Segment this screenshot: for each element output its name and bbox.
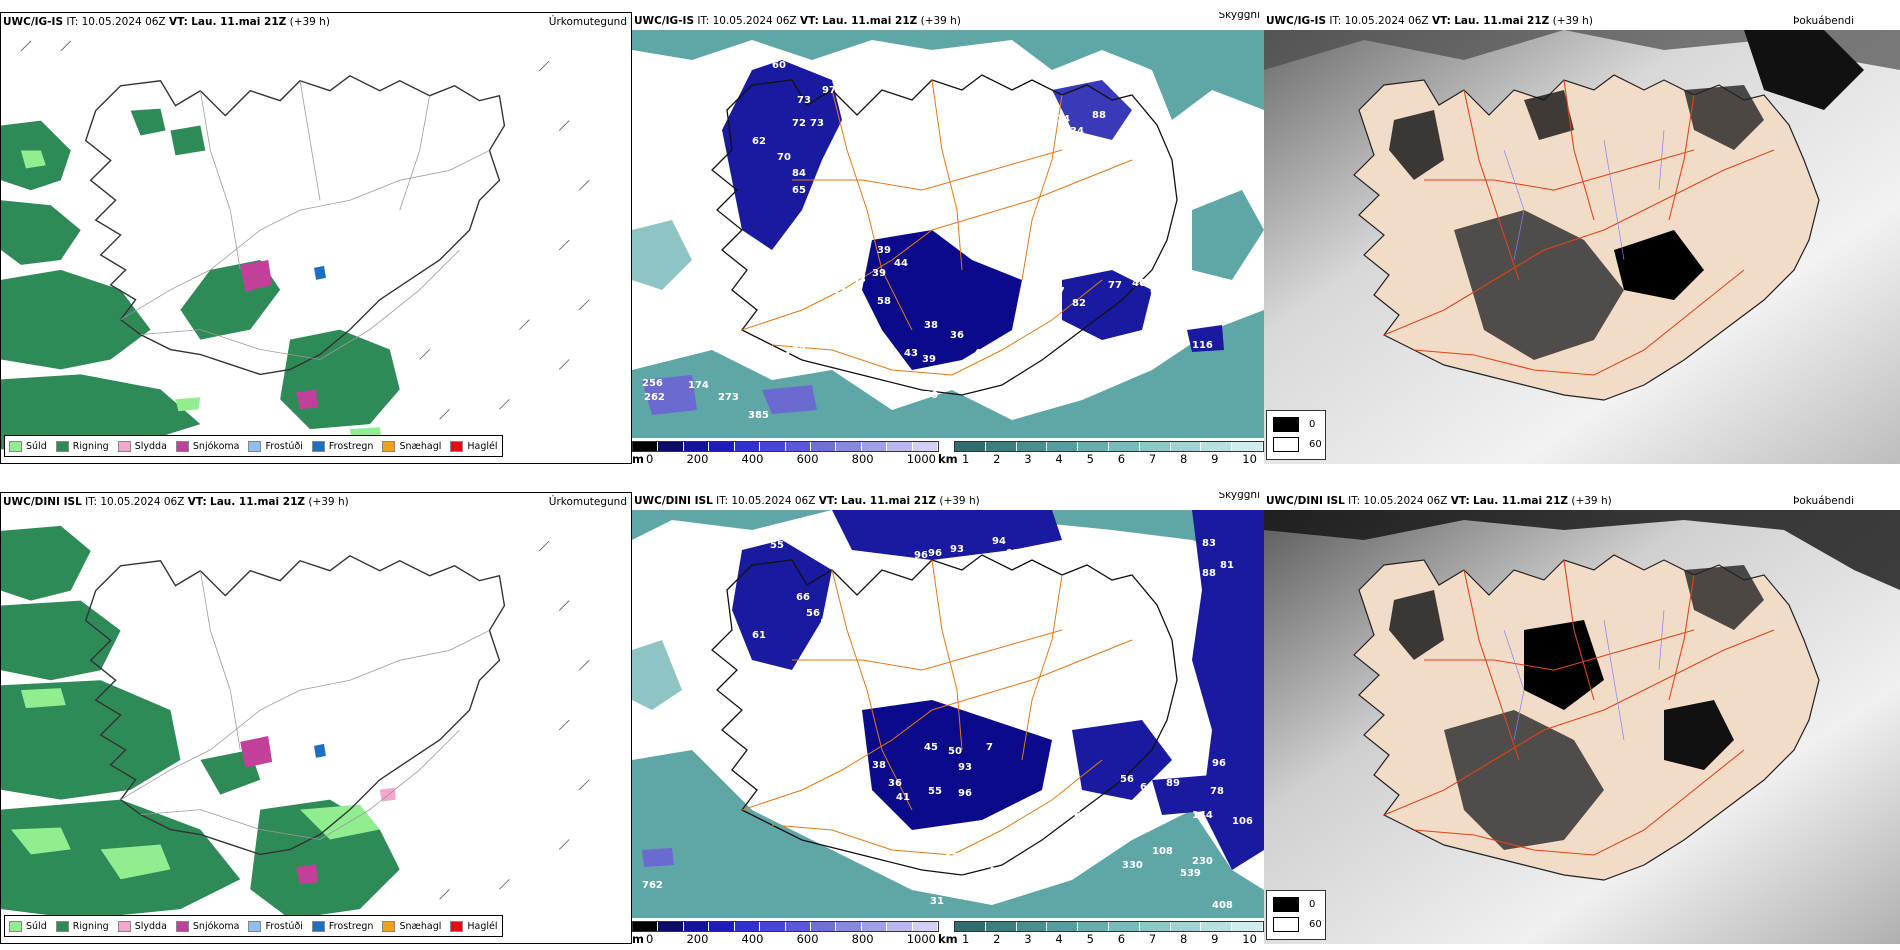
- legend-item: Rigning: [55, 440, 109, 452]
- legend-item: Slydda: [117, 440, 167, 452]
- panel-top-middle-visibility: UWC/IG-IS IT: 10.05.2024 06Z VT: Lau. 11…: [632, 12, 1264, 464]
- product-label: Þokuábendi: [1793, 495, 1854, 507]
- roads-red: [1383, 79, 1775, 376]
- legend-item: Frostúði: [248, 920, 303, 932]
- legend-item: Súld: [9, 440, 47, 452]
- panel-bottom-right-fog: UWC/DINI ISL IT: 10.05.2024 06Z VT: Lau.…: [1264, 492, 1900, 944]
- m-unit: m: [632, 452, 644, 464]
- legend-item: Rigning: [55, 920, 109, 932]
- precip-type-legend: Súld Rigning Slydda Snjókoma Frostúði Fr…: [4, 435, 503, 457]
- panel-bottom-middle-visibility: UWC/DINI ISL IT: 10.05.2024 06Z VT: Lau.…: [632, 492, 1264, 944]
- km-unit: km: [938, 932, 958, 944]
- legend-item: Snæhagl: [382, 920, 441, 932]
- roads: [120, 80, 490, 360]
- km-unit: km: [938, 452, 958, 464]
- panel-header: UWC/IG-IS IT: 10.05.2024 06Z VT: Lau. 11…: [634, 15, 961, 27]
- legend-item: Frostregn: [311, 440, 373, 452]
- m-unit: m: [632, 932, 644, 944]
- visibility-map: [632, 30, 1264, 438]
- visibility-map: [632, 510, 1264, 918]
- product-label: Úrkomutegund: [548, 16, 627, 28]
- legend-item: Frostúði: [248, 440, 303, 452]
- fog-map: [1264, 30, 1900, 464]
- visibility-legend: m 0 200 400 600 800 1000 km 1 2 3 4 5 6 7 8 9 10: [632, 438, 1264, 464]
- panel-header: UWC/IG-IS IT: 10.05.2024 06Z VT: Lau. 11…: [1266, 15, 1593, 27]
- fog-map: [1264, 510, 1900, 944]
- visibility-legend: m 0 200 400 600 800 1000 km 1 2 3 4 5 6 7 8 9 10: [632, 918, 1264, 944]
- legend-item: Slydda: [117, 920, 167, 932]
- panel-header: UWC/DINI ISL IT: 10.05.2024 06Z VT: Lau.…: [3, 496, 349, 508]
- precip-type-map: [1, 511, 631, 943]
- fog-legend: 0 60: [1266, 890, 1326, 940]
- precip-type-legend: Súld Rigning Slydda Snjókoma Frostúði Fr…: [4, 915, 503, 937]
- legend-item: Snjókoma: [175, 440, 239, 452]
- legend-item: Frostregn: [311, 920, 373, 932]
- panel-top-right-fog: UWC/IG-IS IT: 10.05.2024 06Z VT: Lau. 11…: [1264, 12, 1900, 464]
- wind-barbs: [20, 40, 590, 420]
- rain-areas: [1, 108, 400, 455]
- legend-item: Snjókoma: [175, 920, 239, 932]
- precip-type-map: [1, 31, 631, 463]
- product-label: Skyggni: [1218, 12, 1261, 21]
- legend-item: Haglél: [450, 440, 498, 452]
- roads-orange: [741, 79, 1133, 376]
- product-label: Þokuábendi: [1793, 15, 1854, 27]
- legend-item: Snæhagl: [382, 440, 441, 452]
- panel-header: UWC/IG-IS IT: 10.05.2024 06Z VT: Lau. 11…: [3, 16, 330, 28]
- panel-header: UWC/DINI ISL IT: 10.05.2024 06Z VT: Lau.…: [1266, 495, 1612, 507]
- rain-areas: [1, 525, 400, 920]
- product-label: Úrkomutegund: [548, 496, 627, 508]
- panel-top-left-precip-type: UWC/IG-IS IT: 10.05.2024 06Z VT: Lau. 11…: [0, 12, 632, 464]
- legend-item: Súld: [9, 920, 47, 932]
- product-label: Skyggni: [1218, 492, 1261, 501]
- legend-item: Haglél: [450, 920, 498, 932]
- fog-legend: 0 60: [1266, 410, 1326, 460]
- panel-header: UWC/DINI ISL IT: 10.05.2024 06Z VT: Lau.…: [634, 495, 980, 507]
- panel-bottom-left-precip-type: UWC/DINI ISL IT: 10.05.2024 06Z VT: Lau.…: [0, 492, 632, 944]
